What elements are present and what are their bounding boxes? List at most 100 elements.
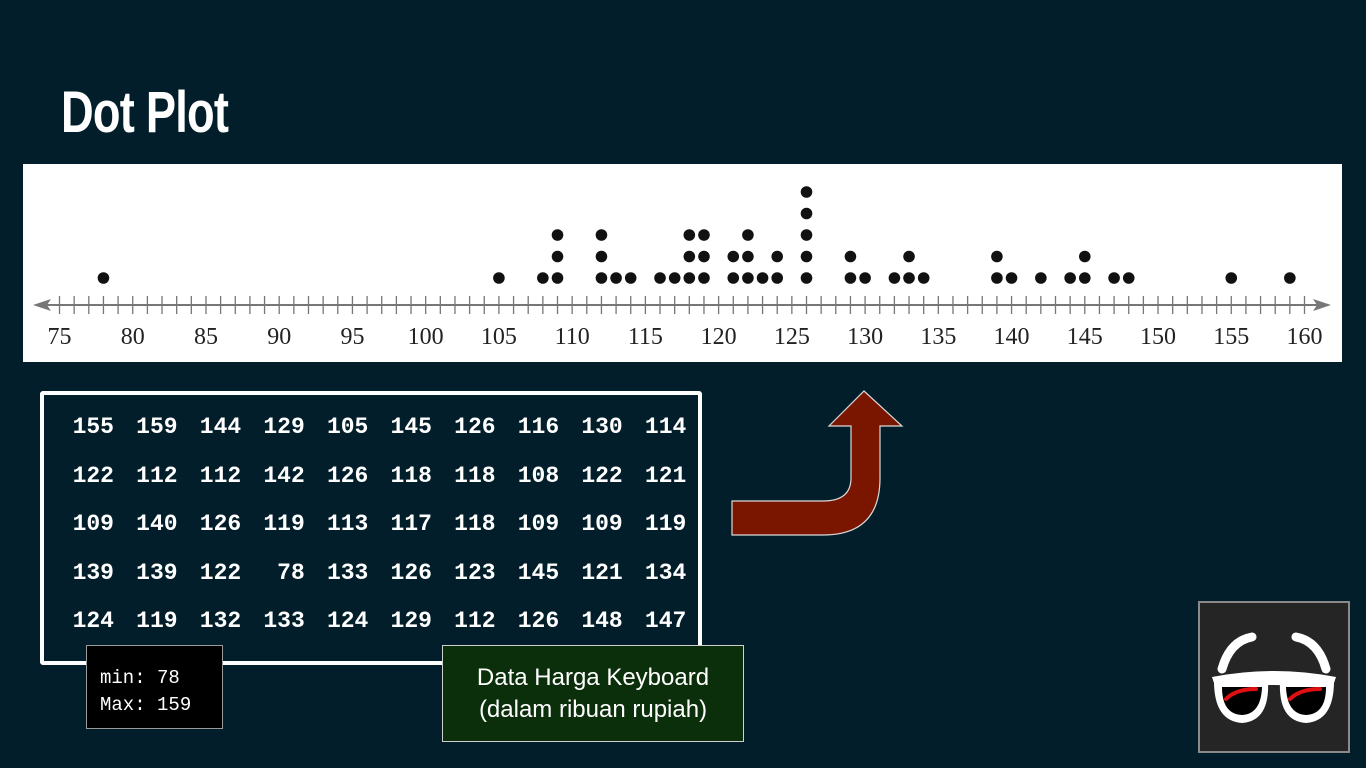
glasses-logo-icon bbox=[1198, 601, 1350, 753]
table-cell: 118 bbox=[454, 462, 496, 489]
data-dot bbox=[742, 229, 754, 241]
x-tick-label: 115 bbox=[628, 324, 663, 350]
table-cell: 108 bbox=[517, 462, 560, 489]
table-cell: 109 bbox=[72, 511, 114, 538]
data-dot bbox=[1078, 250, 1091, 263]
table-cell: 109 bbox=[581, 511, 623, 538]
table-cell: 122 bbox=[72, 462, 114, 489]
x-tick-label: 95 bbox=[340, 324, 364, 350]
data-dot bbox=[624, 272, 637, 284]
table-cell: 126 bbox=[199, 511, 242, 538]
table-cell: 119 bbox=[136, 608, 178, 635]
table-cell: 122 bbox=[581, 462, 623, 489]
table-cell: 116 bbox=[517, 414, 560, 441]
table-cell: 129 bbox=[263, 414, 305, 441]
axis-left-arrow bbox=[33, 299, 51, 311]
x-tick-label: 75 bbox=[48, 324, 72, 350]
min-max-box: min: 78 Max: 159 bbox=[86, 645, 223, 729]
table-cell: 112 bbox=[136, 462, 178, 489]
dot-plot-chart: 75 80 85 90 95 100 105 110 115 120 125 130 135 140 145… bbox=[33, 186, 1331, 350]
table-cell: 133 bbox=[326, 559, 369, 586]
table-cell: 117 bbox=[390, 511, 432, 538]
caption-line-1: Data Harga Keyboard bbox=[476, 663, 710, 691]
data-dot bbox=[859, 272, 871, 284]
data-dot bbox=[1078, 272, 1091, 284]
table-cell: 105 bbox=[326, 414, 369, 441]
table-cell: 145 bbox=[517, 559, 560, 586]
table-cell: 121 bbox=[644, 462, 687, 489]
data-dot bbox=[97, 272, 110, 284]
caption-line-2: (dalam ribuan rupiah) bbox=[478, 695, 708, 723]
table-cell: 130 bbox=[581, 414, 623, 441]
data-dot bbox=[1284, 272, 1296, 284]
data-dot bbox=[551, 272, 564, 284]
table-cell: 114 bbox=[644, 414, 687, 441]
x-tick-label: 130 bbox=[847, 324, 883, 350]
x-tick-label: 135 bbox=[920, 324, 956, 350]
data-dot bbox=[654, 272, 666, 284]
table-cell: 123 bbox=[454, 559, 496, 586]
table-cell: 124 bbox=[326, 608, 369, 635]
data-dot bbox=[800, 272, 813, 284]
data-dot bbox=[800, 250, 813, 263]
x-tick-label: 110 bbox=[555, 324, 590, 350]
data-dot bbox=[1122, 272, 1135, 284]
data-dot bbox=[1035, 272, 1047, 284]
data-dot bbox=[698, 229, 710, 241]
data-dot bbox=[683, 229, 696, 241]
slide-title: Dot Plot bbox=[61, 80, 229, 145]
x-tick-label: 100 bbox=[408, 324, 444, 350]
data-dot bbox=[742, 272, 754, 284]
data-dot bbox=[698, 250, 710, 263]
table-cell: 144 bbox=[199, 414, 242, 441]
data-dot bbox=[903, 250, 915, 263]
data-dot bbox=[1225, 272, 1238, 284]
table-cell: 119 bbox=[263, 511, 305, 538]
table-cell: 119 bbox=[644, 511, 687, 538]
data-dot bbox=[800, 229, 813, 241]
dot-plot-panel: 75 80 85 90 95 100 105 110 115 120 125 130 135 140 145… bbox=[23, 164, 1342, 362]
data-dot bbox=[727, 250, 740, 263]
data-table: 155 159 144 129 105 145 126 116 130 114 122 112 112 1… bbox=[58, 403, 694, 646]
table-cell: 148 bbox=[581, 608, 623, 635]
table-cell: 140 bbox=[136, 511, 178, 538]
x-tick-label: 125 bbox=[774, 324, 810, 350]
table-cell: 112 bbox=[454, 608, 496, 635]
table-cell: 126 bbox=[390, 559, 432, 586]
x-tick-label: 145 bbox=[1067, 324, 1103, 350]
data-dot bbox=[742, 250, 754, 263]
max-value-text: Max: 159 bbox=[100, 694, 192, 716]
table-cell: 118 bbox=[390, 462, 432, 489]
table-cell: 129 bbox=[390, 608, 432, 635]
data-dot bbox=[595, 229, 608, 241]
table-cell: 139 bbox=[136, 559, 178, 586]
table-cell: 155 bbox=[72, 414, 114, 441]
table-cell: 132 bbox=[199, 608, 242, 635]
data-table-box: 155 159 144 129 105 145 126 116 130 114 122 112 112 1… bbox=[40, 391, 702, 665]
data-dot bbox=[668, 272, 681, 284]
table-cell: 134 bbox=[644, 559, 687, 586]
table-cell: 113 bbox=[326, 511, 369, 538]
table-cell: 133 bbox=[263, 608, 305, 635]
data-dot bbox=[991, 250, 1003, 263]
data-dot bbox=[493, 272, 505, 284]
table-cell: 109 bbox=[517, 511, 560, 538]
x-axis bbox=[33, 296, 1331, 314]
table-cell: 145 bbox=[390, 414, 432, 441]
x-tick-labels: 75 80 85 90 95 100 105 110 115 120 125 130 135 140 145… bbox=[48, 324, 1323, 350]
min-value-text: min: 78 bbox=[100, 667, 180, 689]
data-dot bbox=[595, 250, 608, 263]
data-dot bbox=[771, 272, 784, 284]
table-cell: 147 bbox=[644, 608, 687, 635]
data-dot bbox=[888, 272, 901, 284]
data-dot bbox=[683, 250, 696, 263]
data-dots bbox=[97, 186, 1296, 284]
table-cell: 121 bbox=[581, 559, 623, 586]
data-dot bbox=[698, 272, 710, 284]
data-dot bbox=[1005, 272, 1018, 284]
table-cell: 122 bbox=[199, 559, 242, 586]
data-dot bbox=[800, 186, 813, 198]
table-cell: 126 bbox=[326, 462, 369, 489]
caption-box: Data Harga Keyboard (dalam ribuan rupiah… bbox=[442, 645, 744, 742]
table-cell: 124 bbox=[72, 608, 114, 635]
